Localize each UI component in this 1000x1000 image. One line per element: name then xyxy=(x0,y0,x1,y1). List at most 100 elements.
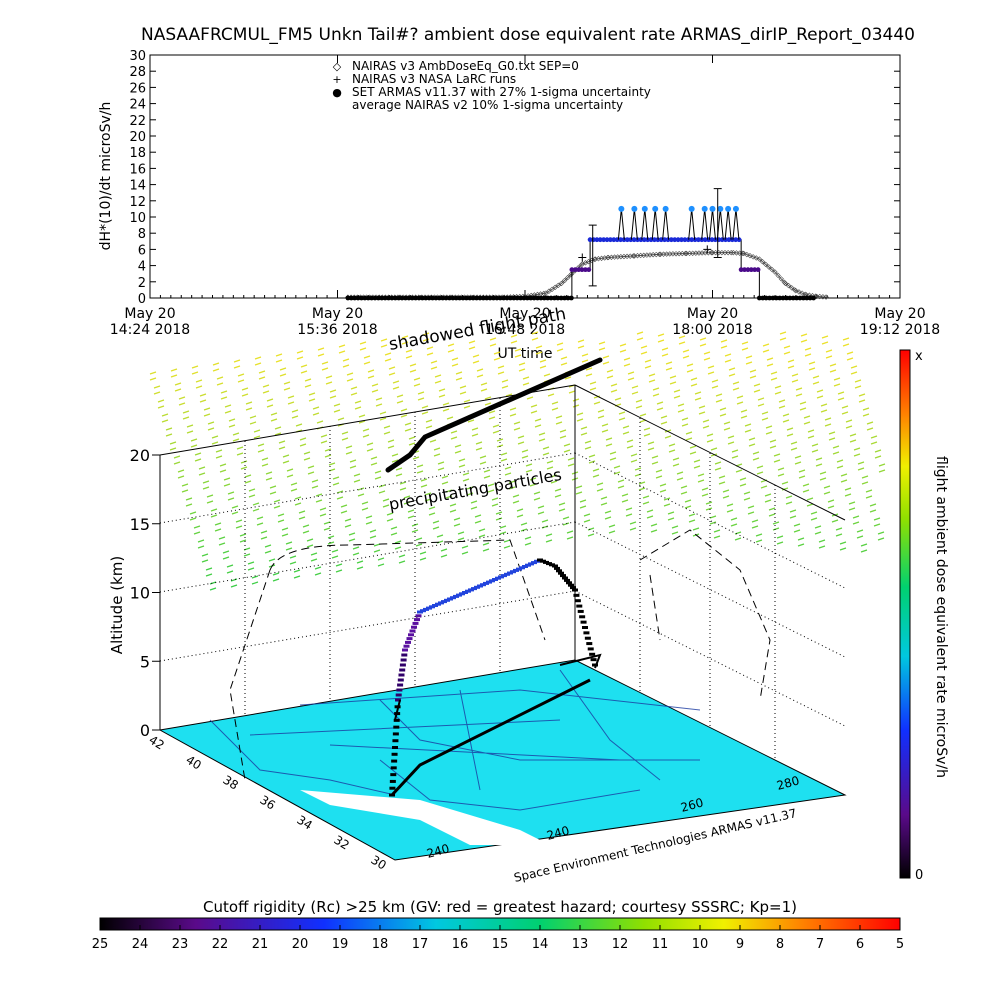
y-tick-label: 10 xyxy=(129,211,146,226)
particle-dash xyxy=(394,540,402,550)
particle-dash xyxy=(205,567,213,577)
particle-dash xyxy=(718,475,726,485)
particle-dash xyxy=(449,503,457,513)
nairas-v3-point xyxy=(561,277,568,284)
y-tick-label: 20 xyxy=(129,130,146,145)
armas-spike xyxy=(701,208,709,240)
particle-dash xyxy=(856,529,864,539)
particle-dash xyxy=(598,341,606,351)
nairas-v3-point xyxy=(766,264,772,270)
nairas-v3-point xyxy=(647,252,653,258)
armas-point xyxy=(702,237,708,243)
armas-point xyxy=(804,295,810,301)
particle-dash xyxy=(791,373,799,383)
particle-dash xyxy=(413,377,421,387)
particle-dash xyxy=(778,399,786,409)
particle-dash xyxy=(500,452,508,462)
particle-dash xyxy=(375,397,383,407)
particle-dash xyxy=(865,489,873,499)
particle-dash xyxy=(177,469,185,479)
particle-dash xyxy=(782,413,790,423)
legend-label: NAIRAS v3 AmbDoseEq_G0.txt SEP=0 xyxy=(352,59,579,73)
particle-dash xyxy=(191,365,199,375)
rigidity-tick-label: 18 xyxy=(372,937,389,952)
particle-dash xyxy=(282,454,290,464)
nairas-v3-point xyxy=(683,250,690,257)
particle-dash xyxy=(849,433,857,443)
latitude-ticks: 42 40 38 36 34 32 30 xyxy=(146,733,388,873)
nairas-v3-point xyxy=(552,284,558,290)
armas-point xyxy=(692,237,698,243)
particle-dash xyxy=(395,467,403,477)
nairas-v3-point xyxy=(611,254,618,260)
particle-dash xyxy=(479,455,487,465)
armas-spike xyxy=(716,208,724,240)
particle-dash xyxy=(769,439,777,449)
nairas-v3-point xyxy=(605,254,611,261)
particle-dash xyxy=(776,535,784,545)
particle-dash xyxy=(648,373,656,383)
particle-dash xyxy=(199,393,207,403)
particle-dash xyxy=(194,452,202,462)
flight-point xyxy=(390,773,397,777)
rigidity-ticks: 25 24 23 22 21 20 19 18 17 16 15 14 13 12 11 10 9 8 7 6 5 xyxy=(92,925,904,952)
particle-dash xyxy=(211,435,219,445)
particle-dash xyxy=(722,489,730,499)
particle-dash xyxy=(189,511,197,521)
particle-dash xyxy=(218,536,226,546)
armas-point xyxy=(631,237,637,243)
particle-dash xyxy=(408,436,416,446)
armas-point xyxy=(583,267,588,273)
nairas-v3-point xyxy=(657,251,664,257)
particle-dash xyxy=(447,343,455,353)
particle-dash xyxy=(874,449,882,459)
armas-point xyxy=(777,295,783,301)
particle-dash xyxy=(529,477,537,487)
armas-point xyxy=(524,295,530,301)
particle-dash xyxy=(384,352,392,362)
nairas-v3-point xyxy=(769,266,775,273)
particle-dash xyxy=(202,480,210,490)
particle-dash xyxy=(724,353,732,363)
particle-dash xyxy=(793,523,801,533)
flight-point xyxy=(589,652,596,656)
particle-dash xyxy=(576,412,584,422)
particle-dash xyxy=(832,445,840,455)
particle-dash xyxy=(554,488,562,498)
particle-dash xyxy=(466,486,474,496)
particle-dash xyxy=(438,388,446,398)
nairas-v3-point xyxy=(656,251,663,258)
armas-point xyxy=(807,295,813,301)
particle-dash xyxy=(844,487,852,497)
particle-dash xyxy=(491,497,499,507)
particle-dash xyxy=(584,440,592,450)
particle-dash xyxy=(761,411,769,421)
armas-point xyxy=(562,295,567,301)
rigidity-tick-label: 20 xyxy=(292,937,309,952)
particle-dash xyxy=(744,423,752,433)
projection-dashed xyxy=(229,529,771,781)
latitude-tick-label: 34 xyxy=(294,813,314,833)
armas-point xyxy=(752,267,758,273)
armas-point xyxy=(568,295,574,301)
armas-point xyxy=(611,237,617,243)
armas-spike-point xyxy=(641,205,648,212)
nairas-v3-point xyxy=(634,252,641,259)
particle-dash xyxy=(307,465,315,475)
nairas-v3-point xyxy=(608,254,615,260)
nairas-v3-point xyxy=(759,259,766,265)
y-tick-label: 0 xyxy=(138,292,146,307)
particle-dash xyxy=(273,499,281,509)
particle-dash xyxy=(256,516,264,526)
particle-dash xyxy=(837,391,845,401)
particle-dash xyxy=(306,538,314,548)
particle-dash xyxy=(450,430,458,440)
particle-dash xyxy=(752,451,760,461)
particle-dash xyxy=(440,548,448,558)
particle-dash xyxy=(478,528,486,538)
nairas-v3-point xyxy=(702,250,708,256)
particle-dash xyxy=(748,437,756,447)
flight-point xyxy=(393,718,400,722)
series-marks xyxy=(345,188,829,301)
armas-spike xyxy=(617,208,625,240)
